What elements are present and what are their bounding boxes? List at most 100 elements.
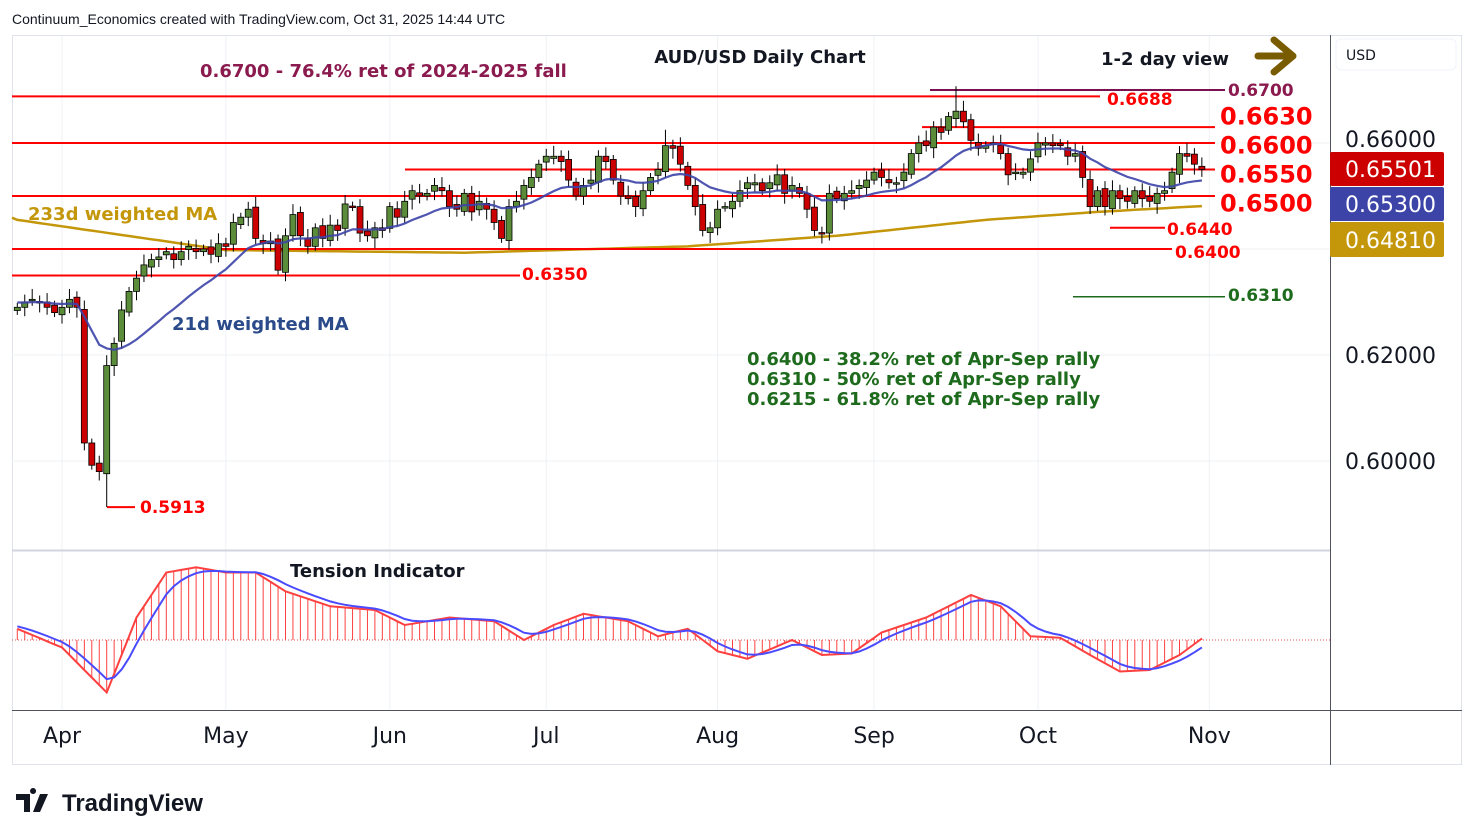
candle-up [244, 208, 252, 218]
candle-up [185, 245, 193, 250]
indicator-slow-line [17, 570, 1203, 681]
fib-annotation: 0.6700 - 76.4% ret of 2024-2025 fall [200, 61, 567, 82]
candle-down [565, 159, 572, 181]
candle-down [878, 169, 885, 178]
candle-down [885, 179, 893, 184]
level-label: 0.6440 [1167, 220, 1233, 240]
candle-up [229, 222, 237, 245]
candle-up [423, 192, 431, 197]
chart-subtitle: 1-2 day view [1101, 49, 1229, 70]
ma21-value: 0.65300 [1345, 193, 1436, 218]
candle-down [1191, 153, 1198, 165]
candle-down [445, 190, 453, 207]
chart-title: AUD/USD Daily Chart [654, 47, 866, 68]
candle-up [1109, 190, 1116, 210]
candle-up [900, 171, 908, 182]
candle-up [177, 251, 185, 260]
candle-down [349, 205, 356, 208]
level-label: 0.6600 [1220, 132, 1313, 160]
candle-up [505, 206, 513, 241]
candle-down [356, 206, 364, 234]
tension-indicator [12, 566, 1330, 695]
candle-down [192, 248, 200, 253]
candle-up [140, 264, 148, 277]
candle-down [676, 145, 684, 165]
header-credit: Continuum_Economics created with Trading… [12, 11, 505, 27]
level-label: 0.6700 [1228, 81, 1294, 101]
candle-down [617, 181, 625, 197]
candle-down [468, 192, 476, 213]
candle-down [1116, 190, 1124, 200]
candle-up [647, 177, 654, 192]
candle-up [662, 145, 669, 173]
candle-up [915, 142, 923, 155]
candle-up [13, 306, 21, 311]
candle-up [162, 251, 170, 256]
candle-down [1056, 143, 1064, 147]
level-label: 0.6500 [1220, 190, 1313, 218]
rally-annotation-1: 0.6400 - 38.2% ret of Apr-Sep rally [747, 349, 1100, 370]
candle-down [274, 238, 282, 271]
candle-down [364, 230, 371, 237]
level-label: 0.6550 [1220, 161, 1313, 189]
candle-down [1064, 147, 1072, 157]
x-tick-label: Jun [371, 724, 407, 749]
candle-down [833, 190, 841, 200]
candle-up [855, 184, 863, 189]
chart-frame [12, 35, 1462, 765]
candle-up [721, 206, 729, 209]
tradingview-logo[interactable]: TradingView [16, 788, 203, 817]
candle-up [386, 206, 394, 229]
candle-up [1027, 158, 1034, 173]
candle-up [840, 192, 848, 202]
candle-down [207, 246, 215, 255]
candle-down [88, 442, 96, 466]
candle-down [967, 119, 975, 141]
candle-up [1012, 171, 1019, 175]
ma21-badge [1330, 187, 1444, 221]
candle-up [326, 224, 334, 241]
candle-down [1049, 142, 1057, 147]
candle-up [371, 227, 379, 239]
candle-down [609, 159, 617, 181]
x-tick-label: Sep [853, 724, 894, 749]
time-axis[interactable]: Apr May Jun Jul Aug Sep Oct Nov [43, 724, 1231, 749]
candle-up [1131, 190, 1139, 204]
candle-up [744, 182, 751, 189]
price-axis[interactable]: 0.66000 0.62000 0.60000 0.65501 0.65300 … [1330, 128, 1444, 475]
candle-down [632, 196, 640, 207]
candle-down [997, 144, 1005, 154]
x-tick-label: May [203, 724, 248, 749]
currency-button[interactable]: USD [1335, 38, 1457, 71]
candle-down [252, 206, 260, 239]
candle-up [535, 163, 543, 178]
candle-up [215, 243, 222, 257]
tradingview-logo-text: TradingView [62, 790, 203, 817]
candle-up [282, 235, 289, 273]
candle-down [1198, 165, 1206, 170]
candle-up [714, 208, 721, 229]
candle-up [237, 216, 245, 226]
y-tick-label: 0.62000 [1345, 344, 1436, 369]
candle-up [595, 155, 602, 183]
y-tick-label: 0.66000 [1345, 128, 1436, 153]
candle-up [200, 248, 207, 253]
candle-down [490, 208, 498, 223]
candle-up [103, 365, 111, 475]
y-tick-label: 0.60000 [1345, 450, 1436, 475]
candle-up [751, 182, 759, 186]
rally-annotation-2: 0.6310 - 50% ret of Apr-Sep rally [747, 369, 1081, 390]
candle-down [296, 212, 304, 237]
candle-up [1042, 142, 1049, 146]
level-label: 0.6630 [1220, 103, 1313, 131]
candle-up [893, 182, 900, 185]
candle-up [729, 200, 736, 210]
x-tick-label: Aug [696, 724, 739, 749]
candle-down [95, 462, 103, 472]
candle-up [460, 192, 468, 212]
candle-down [669, 145, 677, 149]
candle-up [1168, 171, 1176, 189]
candle-up [125, 290, 133, 313]
candle-up [654, 169, 662, 176]
